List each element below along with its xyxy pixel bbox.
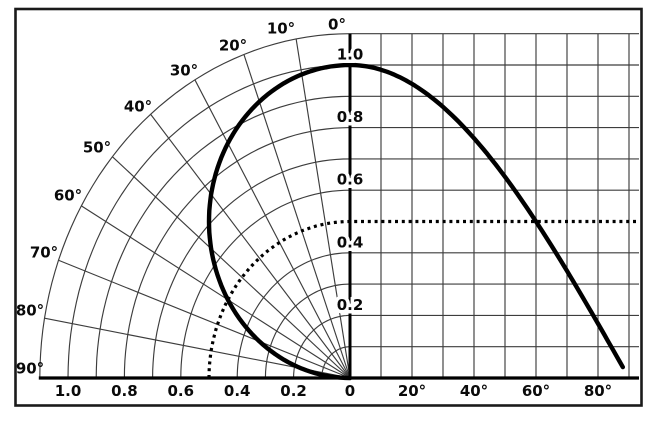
polar-grid-radial xyxy=(243,54,351,379)
polar-radius-label: 0.8 xyxy=(111,382,138,400)
polar-angle-label: 30° xyxy=(170,62,198,80)
polar-radius-label: 1.0 xyxy=(55,382,82,400)
x-axis-label: 40° xyxy=(460,382,488,400)
polar-radius-label: 0.6 xyxy=(168,382,195,400)
polar-angle-label: 80° xyxy=(16,302,44,320)
polar-radius-label: 0.2 xyxy=(280,382,307,400)
polar-angle-label: 50° xyxy=(83,139,111,157)
polar-angle-label: 10° xyxy=(267,20,295,38)
polar-grid-radial xyxy=(58,259,351,379)
figure-frame xyxy=(14,7,643,407)
polar-radius-label: 0.4 xyxy=(224,382,251,400)
polar-grid-arc xyxy=(264,283,351,379)
polar-angle-label: 40° xyxy=(124,98,152,116)
y-axis-label: 1.0 xyxy=(337,46,364,64)
polar-grid-arc xyxy=(67,64,351,379)
x-axis-label: 20° xyxy=(398,382,426,400)
half-value-dotted-line xyxy=(207,219,639,379)
y-axis-label: 0.8 xyxy=(337,108,364,126)
polar-grid-radial xyxy=(295,38,351,379)
polar-angle-label: 70° xyxy=(30,244,58,262)
x-axis-label: 60° xyxy=(522,382,550,400)
polar-grid-arc xyxy=(236,252,351,379)
origin-label: 0 xyxy=(345,382,355,400)
x-axis-label: 80° xyxy=(584,382,612,400)
polar-grid-arc xyxy=(95,95,351,379)
polar-grid-arc xyxy=(293,314,350,378)
y-axis-label: 0.6 xyxy=(337,171,364,189)
polar-angle-label: 90° xyxy=(16,360,44,378)
polar-angle-label: 60° xyxy=(54,187,82,205)
polar-grid-arc xyxy=(123,127,351,379)
cosine-curve xyxy=(206,62,625,381)
polar-grid-radial xyxy=(111,156,351,379)
polar-grid-radial xyxy=(150,113,351,379)
y-axis-label: 0.2 xyxy=(337,296,364,314)
y-axis-label: 0.4 xyxy=(337,233,364,251)
polar-grid-radial xyxy=(81,205,351,379)
polar-grid-arc xyxy=(180,189,351,379)
polar-angle-label: 0° xyxy=(328,16,346,34)
polar-angle-label: 20° xyxy=(219,37,247,55)
polar-grid-radial xyxy=(194,79,351,379)
polar-grid-arc xyxy=(321,346,350,378)
polar-grid-arc xyxy=(39,33,351,379)
